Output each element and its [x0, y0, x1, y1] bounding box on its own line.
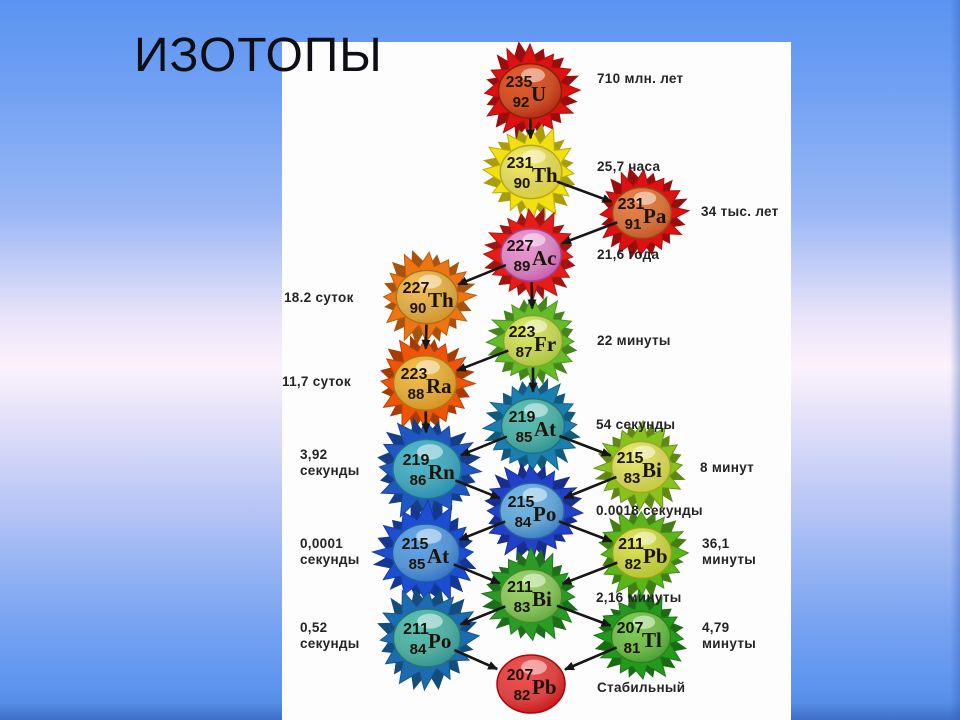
slide-edge-shadow-right	[950, 0, 960, 720]
page-title: ИЗОТОПЫ	[134, 29, 383, 82]
diagram-panel	[282, 42, 791, 720]
